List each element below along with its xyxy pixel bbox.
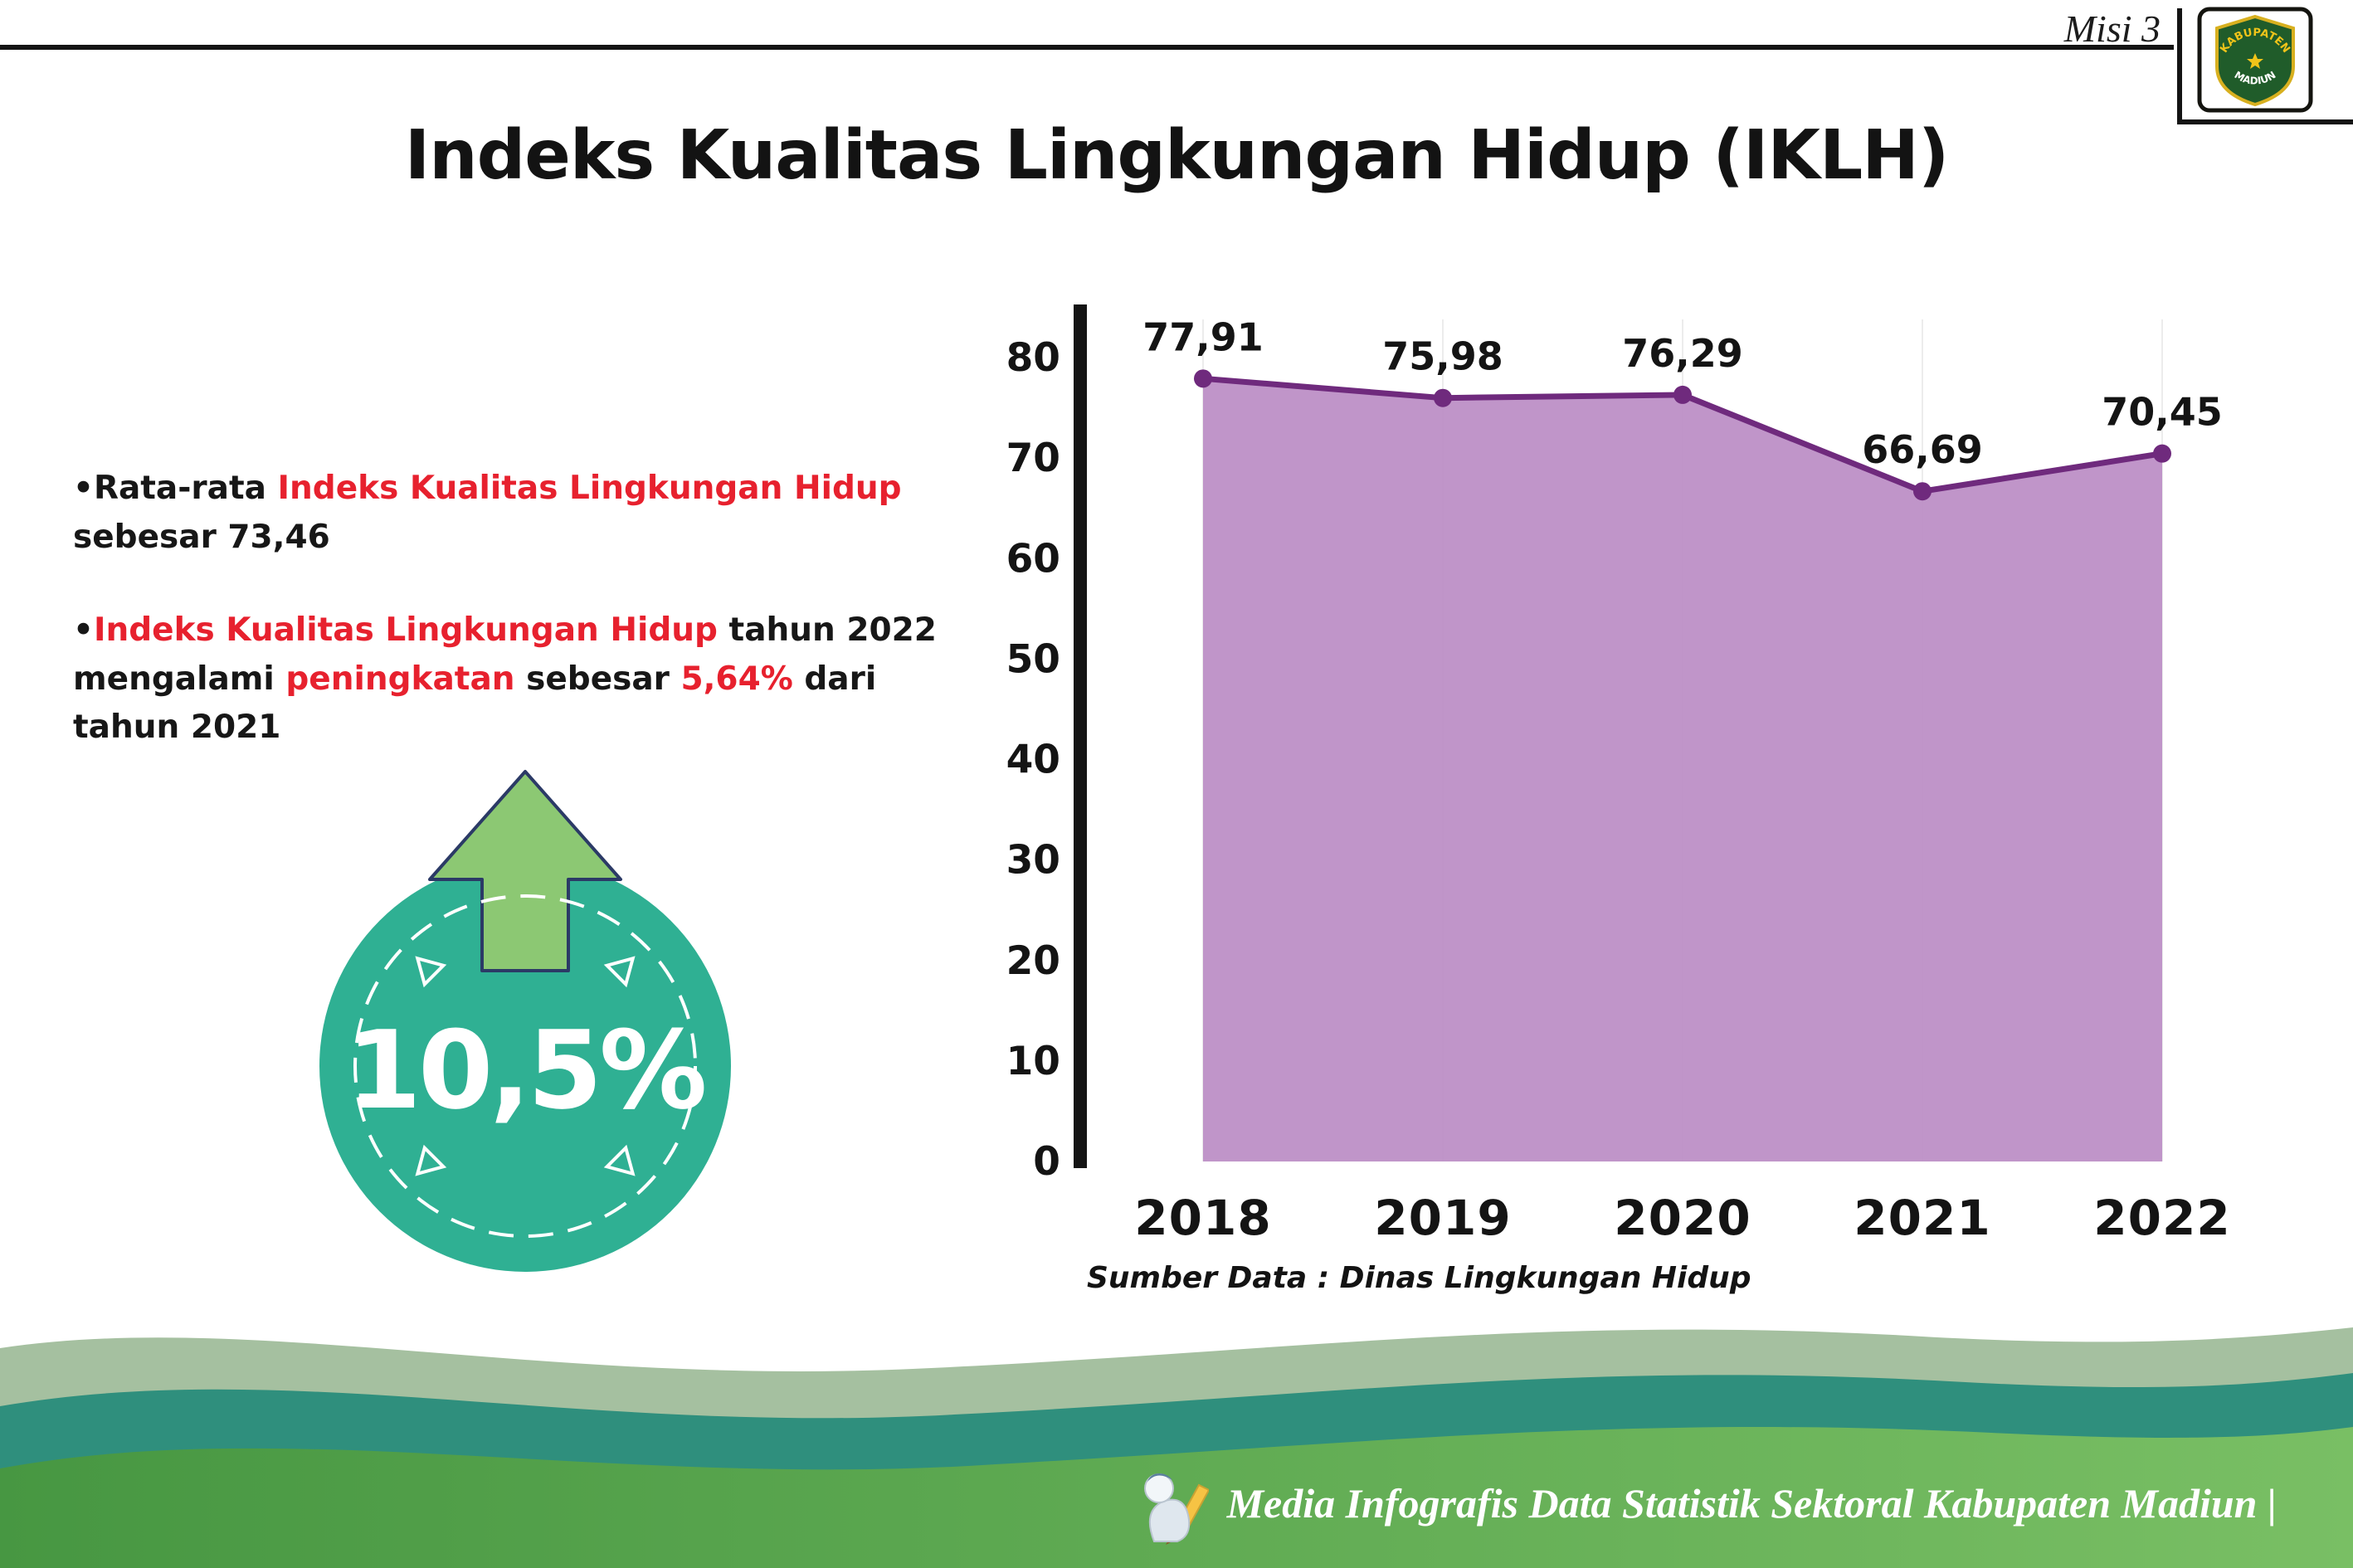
iklh-area-chart: 77,91 75,98 76,29 66,69 70,45 0 10 20 30 40 50 60 70… (1006, 304, 2230, 1246)
kabupaten-madiun-logo: KABUPATEN MADIUN (2197, 7, 2313, 113)
bullet-text: sebesar 73,46 (73, 518, 330, 556)
value-label: 70,45 (2102, 390, 2223, 435)
data-point (2153, 444, 2171, 463)
y-tick-label: 10 (1006, 1039, 1060, 1084)
footer-text: Media Infografis Data Statistik Sektoral… (1226, 1480, 2277, 1527)
ring-arrows (415, 956, 636, 1176)
y-tick-label: 20 (1006, 938, 1060, 984)
y-axis (1074, 304, 1087, 1168)
data-point (1673, 385, 1692, 404)
y-tick-label: 50 (1006, 636, 1060, 682)
bullet-dot: • (73, 611, 94, 649)
value-label: 77,91 (1142, 314, 1264, 359)
up-arrow-icon (428, 770, 622, 972)
x-axis-label: 2021 (1854, 1190, 1990, 1246)
dashed-ring (353, 894, 697, 1238)
bullet-text: Rata-rata (93, 470, 278, 507)
value-label: 66,69 (1862, 427, 1983, 472)
area-series (1203, 378, 2162, 1161)
value-label: 76,29 (1622, 331, 1743, 376)
bullet-text-highlight: peningkatan (285, 660, 515, 698)
data-point (1194, 369, 1212, 388)
growth-percentage: 10,5% (346, 1007, 704, 1133)
crest-star-icon (2247, 53, 2263, 69)
bullet-text: tahun 2022 mengalami (73, 611, 937, 698)
logo-frame-horizontal (2177, 119, 2353, 124)
logo-frame-vertical (2177, 8, 2182, 124)
growth-badge: 10,5% (319, 770, 731, 1272)
bullet-dot: • (73, 470, 94, 507)
data-source: Sumber Data : Dinas Lingkungan Hidup (1087, 1261, 1751, 1295)
misi-label: Misi 3 (2063, 7, 2161, 50)
y-tick-label: 40 (1006, 738, 1060, 783)
top-divider (0, 45, 2174, 50)
x-axis-label: 2018 (1134, 1190, 1271, 1246)
data-point (1913, 482, 1932, 501)
y-tick-label: 60 (1006, 536, 1060, 582)
bullet-increase-2022: •Indeks Kualitas Lingkungan Hidup tahun … (73, 606, 994, 752)
mascot-icon (1143, 1473, 1209, 1545)
y-tick-label: 30 (1006, 838, 1060, 884)
y-tick-label: 70 (1006, 436, 1060, 481)
bullet-text-highlight: Indeks Kualitas Lingkungan Hidup (93, 611, 718, 649)
crest-text-bottom: MADIUN (2233, 69, 2278, 86)
key-points: •Rata-rata Indeks Kualitas Lingkungan Hi… (73, 465, 994, 752)
bullet-text: sebesar (514, 660, 681, 698)
data-point (1434, 388, 1452, 407)
y-tick-label: 0 (1033, 1139, 1060, 1185)
bullet-average-iklh: •Rata-rata Indeks Kualitas Lingkungan Hi… (73, 465, 994, 562)
x-axis-label: 2020 (1614, 1190, 1751, 1246)
page-title: Indeks Kualitas Lingkungan Hidup (IKLH) (404, 116, 1950, 195)
x-axis-label: 2022 (2093, 1190, 2230, 1246)
teal-circle (319, 860, 731, 1272)
x-axis-label: 2019 (1374, 1190, 1511, 1246)
bullet-text-highlight: Indeks Kualitas Lingkungan Hidup (277, 470, 902, 507)
bullet-text-highlight: 5,64% (680, 660, 793, 698)
footer-credit: Media Infografis Data Statistik Sektoral… (1129, 1460, 2277, 1546)
wave-green (0, 1427, 2353, 1568)
value-label: 75,98 (1382, 334, 1503, 379)
bullet-text: dari tahun 2021 (73, 660, 877, 747)
y-tick-label: 80 (1006, 335, 1060, 381)
footer-waves (0, 1327, 2353, 1568)
